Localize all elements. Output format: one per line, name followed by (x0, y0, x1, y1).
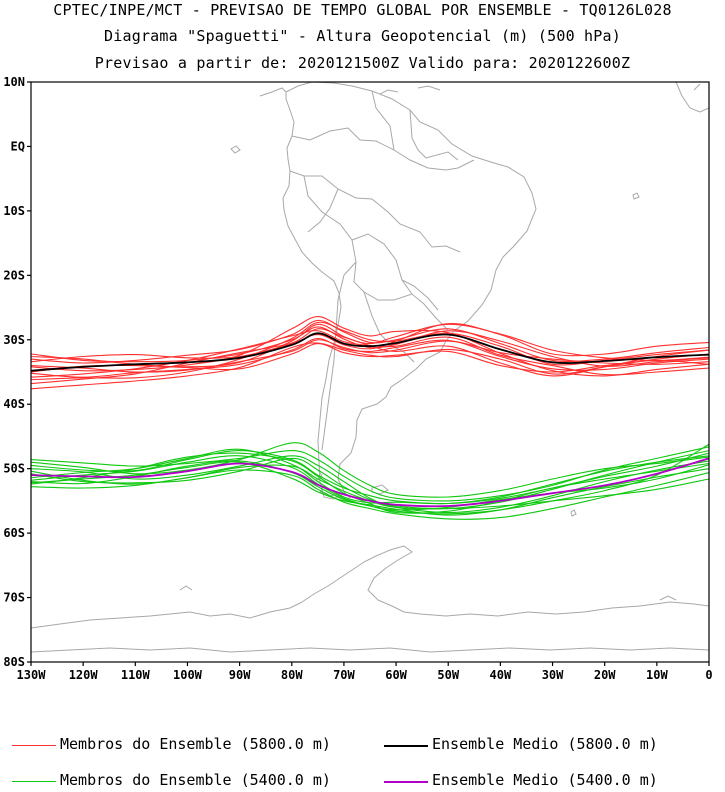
legend-swatch-member-5400 (12, 781, 56, 782)
y-tick-label: 30S (3, 333, 25, 347)
member-line-5800-9 (31, 321, 709, 381)
member-line-5800-6 (31, 323, 709, 363)
y-tick-label: 20S (3, 268, 25, 282)
legend-swatch-mean-5800 (384, 745, 428, 747)
y-tick-label: 40S (3, 397, 25, 411)
member-line-5400-17 (31, 448, 709, 505)
legend-label-mean-5400: Ensemble Medio (5400.0 m) (432, 771, 658, 789)
x-tick-label: 60W (385, 668, 407, 682)
legend-label-mean-5800: Ensemble Medio (5800.0 m) (432, 735, 658, 753)
y-tick-label: 10S (3, 204, 25, 218)
x-tick-label: 70W (333, 668, 355, 682)
member-line-5400-21 (31, 443, 709, 515)
y-tick-label: 50S (3, 462, 25, 476)
member-line-5800-3 (31, 323, 709, 377)
ensemble-lines (31, 316, 709, 520)
x-tick-label: 30W (542, 668, 564, 682)
member-line-5800-11 (31, 343, 709, 373)
x-tick-label: 40W (490, 668, 512, 682)
y-tick-label: 80S (3, 655, 25, 669)
continent-outlines (31, 82, 709, 653)
x-tick-label: 10W (646, 668, 668, 682)
x-tick-label: 50W (437, 668, 459, 682)
member-line-5800-4 (31, 316, 709, 377)
y-tick-label: 10N (3, 75, 25, 89)
member-line-5400-20 (31, 442, 709, 498)
x-tick-label: 90W (229, 668, 251, 682)
member-line-5800-5 (31, 342, 709, 390)
legend-label-member-5800: Membros do Ensemble (5800.0 m) (60, 735, 331, 753)
x-tick-label: 130W (17, 668, 47, 682)
member-line-5800-8 (31, 339, 709, 373)
x-tick-label: 100W (173, 668, 203, 682)
member-line-5400-22 (31, 457, 709, 510)
x-tick-label: 110W (121, 668, 151, 682)
mean-line-5400-25 (31, 457, 709, 508)
y-tick-label: EQ (11, 139, 25, 153)
title-line-1: CPTEC/INPE/MCT - PREVISAO DE TEMPO GLOBA… (53, 1, 672, 19)
member-line-5400-19 (31, 460, 709, 511)
plot-frame (30, 81, 710, 663)
legend-swatch-mean-5400 (384, 781, 428, 783)
x-tick-label: 20W (594, 668, 616, 682)
x-tick-label: 0 (705, 668, 712, 682)
mean-line-5800-24 (31, 332, 709, 372)
legend-label-member-5400: Membros do Ensemble (5400.0 m) (60, 771, 331, 789)
x-tick-label: 120W (69, 668, 99, 682)
title-line-3: Previsao a partir de: 2020121500Z Valido… (94, 54, 631, 72)
y-tick-label: 70S (3, 591, 25, 605)
title-line-2: Diagrama "Spaguetti" - Altura Geopotenci… (104, 27, 621, 45)
x-tick-label: 80W (281, 668, 303, 682)
y-tick-label: 60S (3, 526, 25, 540)
legend-swatch-member-5800 (12, 745, 56, 746)
